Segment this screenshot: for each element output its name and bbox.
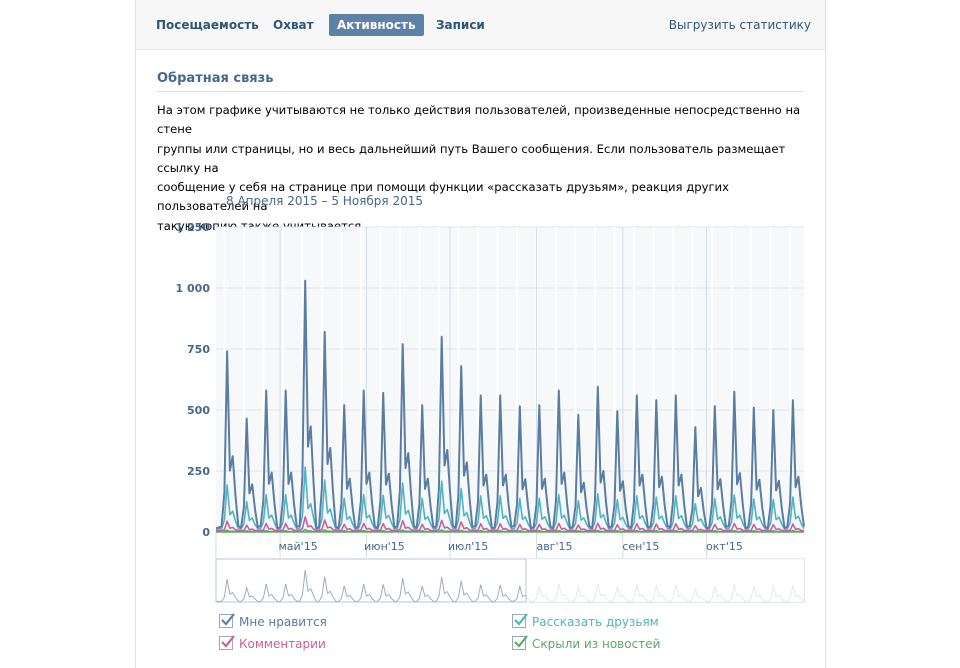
legend-likes-checkbox[interactable]	[219, 613, 235, 628]
date-range: 8 Апреля 2015 – 5 Ноября 2015	[226, 194, 423, 208]
series-line-comments	[216, 516, 805, 532]
legend-label: Рассказать друзьям	[532, 615, 659, 629]
activity-chart[interactable]: 1 250 1 000 750 500 250 0 май'15 июн'15 июл'15 а…	[136, 0, 825, 668]
tab-bar: Посещаемость Охват Активность Записи Выг…	[136, 0, 825, 50]
x-axis: май'15 июн'15 июл'15 авг'15 сен'15 окт'15	[278, 540, 742, 553]
legend-hidden[interactable]: Скрыли из новостей	[512, 635, 661, 652]
legend-comments-checkbox[interactable]	[219, 635, 235, 650]
y-tick-label: 0	[202, 526, 210, 539]
description-line: группы или страницы, но и весь дальнейши…	[157, 141, 786, 175]
y-axis: 1 250 1 000 750 500 250 0	[176, 221, 211, 539]
series-lines	[215, 279, 805, 533]
x-tick-label: окт'15	[706, 540, 743, 553]
legend-hidden-checkbox[interactable]	[512, 635, 528, 650]
description-line: На этом графике учитываются не только де…	[157, 103, 801, 137]
section-divider	[157, 91, 803, 92]
x-tick-label: июл'15	[448, 540, 488, 553]
stats-panel: Посещаемость Охват Активность Записи Выг…	[135, 0, 826, 668]
y-tick-label: 1 000	[176, 282, 211, 295]
y-tick-label: 500	[187, 404, 210, 417]
y-tick-label: 750	[187, 343, 210, 356]
description: На этом графике учитываются не только де…	[157, 101, 807, 236]
tab-activity[interactable]: Активность	[329, 14, 424, 36]
legend-label: Скрыли из новостей	[532, 637, 661, 651]
tab-attendance[interactable]: Посещаемость	[156, 18, 259, 32]
navigator-unselected	[526, 559, 804, 602]
legend-share[interactable]: Рассказать друзьям	[512, 613, 659, 630]
legend-likes[interactable]: Мне нравится	[219, 613, 327, 630]
x-tick-label: сен'15	[622, 540, 659, 553]
legend-label: Мне нравится	[239, 615, 327, 629]
tab-reach[interactable]: Охват	[273, 18, 314, 32]
x-tick-label: июн'15	[364, 540, 405, 553]
range-navigator	[215, 558, 805, 603]
description-line: сообщение у себя на странице при помощи …	[157, 180, 729, 214]
x-tick-label: авг'15	[536, 540, 572, 553]
navigator-selection	[215, 558, 527, 603]
legend-label: Комментарии	[239, 637, 326, 651]
export-stats-link[interactable]: Выгрузить статистику	[668, 18, 811, 32]
y-tick-label: 250	[187, 465, 210, 478]
legend-comments[interactable]: Комментарии	[219, 635, 326, 652]
y-tick-label: 1 250	[176, 221, 211, 234]
x-tick-label: май'15	[278, 540, 317, 553]
series-line-likes	[215, 279, 805, 530]
legend-share-checkbox[interactable]	[512, 613, 528, 628]
tab-posts[interactable]: Записи	[436, 18, 485, 32]
section-title: Обратная связь	[157, 71, 274, 86]
